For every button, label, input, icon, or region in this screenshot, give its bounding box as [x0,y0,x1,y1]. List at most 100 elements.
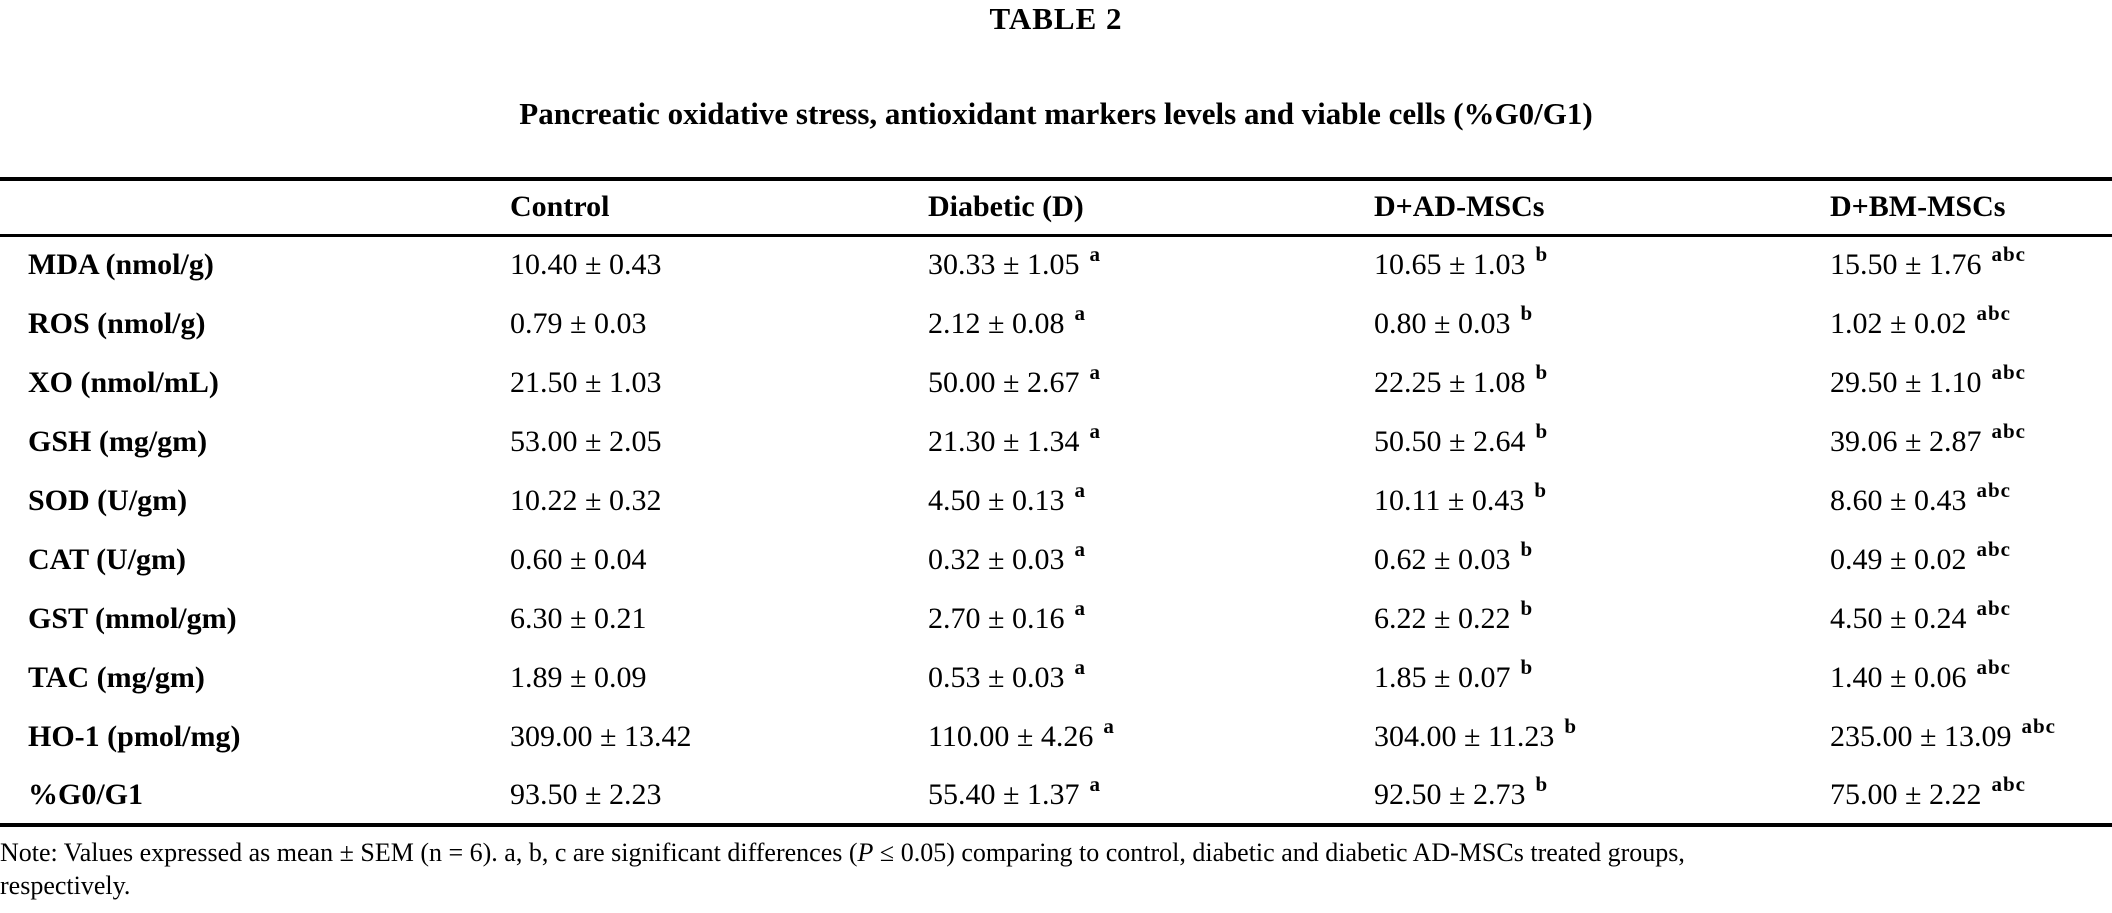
significance-superscript: abc [1976,300,2011,325]
footnote-text-part1: Note: Values expressed as mean ± SEM (n … [0,838,858,867]
significance-superscript: abc [1991,418,2026,443]
header-cell-ad-mscs: D+AD-MSCs [1374,190,1545,224]
cell-value: 10.65 ± 1.03 b [1374,242,1549,282]
cell-value: 0.53 ± 0.03 a [928,654,1086,694]
table-row: ROS (nmol/g) 0.79 ± 0.03 2.12 ± 0.08 a 0.… [0,294,2112,353]
table-footnote: Note: Values expressed as mean ± SEM (n … [0,836,2112,902]
cell-value: 8.60 ± 0.43 abc [1830,477,2011,517]
cell-value: 1.40 ± 0.06 abc [1830,654,2011,694]
significance-superscript: abc [1991,242,2026,267]
table-row: HO-1 (pmol/mg) 309.00 ± 13.42 110.00 ± 4… [0,707,2112,766]
significance-superscript: b [1535,359,1549,384]
cell-value: 1.89 ± 0.09 [510,660,647,694]
row-label: TAC (mg/gm) [28,660,205,694]
cell-value: 0.49 ± 0.02 abc [1830,536,2011,576]
table-row: TAC (mg/gm) 1.89 ± 0.09 0.53 ± 0.03 a 1.8… [0,648,2112,707]
row-label: ROS (nmol/g) [28,306,206,340]
table-row: CAT (U/gm) 0.60 ± 0.04 0.32 ± 0.03 a 0.62… [0,530,2112,589]
cell-value: 29.50 ± 1.10 abc [1830,359,2026,399]
cell-value: 30.33 ± 1.05 a [928,242,1101,282]
table-row: %G0/G1 93.50 ± 2.23 55.40 ± 1.37 a 92.50 … [0,766,2112,825]
significance-superscript: abc [1976,477,2011,502]
significance-superscript: abc [1991,359,2026,384]
cell-value: 0.32 ± 0.03 a [928,536,1086,576]
row-label: HO-1 (pmol/mg) [28,719,241,753]
cell-value: 304.00 ± 11.23 b [1374,713,1578,753]
significance-superscript: a [1074,536,1086,561]
cell-value: 10.11 ± 0.43 b [1374,477,1548,517]
row-label: SOD (U/gm) [28,483,188,517]
row-label: XO (nmol/mL) [28,365,219,399]
cell-value: 50.50 ± 2.64 b [1374,418,1549,458]
cell-value: 92.50 ± 2.73 b [1374,771,1549,811]
significance-superscript: abc [2021,713,2056,738]
significance-superscript: a [1089,771,1101,796]
table-number-title: TABLE 2 [989,1,1123,36]
significance-superscript: b [1535,418,1549,443]
cell-value: 93.50 ± 2.23 [510,777,662,811]
cell-value: 0.60 ± 0.04 [510,542,647,576]
row-label: CAT (U/gm) [28,542,187,576]
cell-value: 235.00 ± 13.09 abc [1830,713,2056,753]
significance-superscript: b [1520,300,1534,325]
table-caption: Pancreatic oxidative stress, antioxidant… [519,96,1593,131]
cell-value: 10.40 ± 0.43 [510,248,662,282]
cell-value: 53.00 ± 2.05 [510,424,662,458]
header-cell-bm-mscs: D+BM-MSCs [1830,190,2006,224]
cell-value: 6.22 ± 0.22 b [1374,595,1534,635]
significance-superscript: a [1089,359,1101,384]
significance-superscript: abc [1991,771,2026,796]
table-row: SOD (U/gm) 10.22 ± 0.32 4.50 ± 0.13 a 10.… [0,471,2112,530]
table-row: GSH (mg/gm) 53.00 ± 2.05 21.30 ± 1.34 a 5… [0,412,2112,471]
cell-value: 4.50 ± 0.13 a [928,477,1086,517]
table-header: Control Diabetic (D) D+AD-MSCs D+BM-MSCs [0,179,2112,235]
significance-superscript: b [1535,242,1549,267]
cell-value: 21.50 ± 1.03 [510,365,662,399]
cell-value: 15.50 ± 1.76 abc [1830,242,2026,282]
significance-superscript: abc [1976,536,2011,561]
cell-value: 2.70 ± 0.16 a [928,595,1086,635]
cell-value: 2.12 ± 0.08 a [928,300,1086,340]
data-table: Control Diabetic (D) D+AD-MSCs D+BM-MSCs… [0,177,2112,827]
significance-superscript: a [1103,713,1115,738]
row-label: GST (mmol/gm) [28,601,237,635]
significance-superscript: b [1535,771,1549,796]
significance-superscript: a [1074,477,1086,502]
significance-superscript: a [1089,242,1101,267]
footnote-text-line2: respectively. [0,871,131,900]
cell-value: 0.62 ± 0.03 b [1374,536,1534,576]
significance-superscript: a [1074,300,1086,325]
significance-superscript: a [1074,654,1086,679]
significance-superscript: a [1089,418,1101,443]
significance-superscript: b [1520,654,1534,679]
cell-value: 0.79 ± 0.03 [510,306,647,340]
row-label: GSH (mg/gm) [28,424,208,458]
significance-superscript: b [1534,477,1548,502]
cell-value: 10.22 ± 0.32 [510,483,662,517]
cell-value: 6.30 ± 0.21 [510,601,647,635]
cell-value: 110.00 ± 4.26 a [928,713,1115,753]
significance-superscript: abc [1976,654,2011,679]
table-row: GST (mmol/gm) 6.30 ± 0.21 2.70 ± 0.16 a 6… [0,589,2112,648]
cell-value: 21.30 ± 1.34 a [928,418,1101,458]
table-body: MDA (nmol/g) 10.40 ± 0.43 30.33 ± 1.05 a … [0,235,2112,825]
significance-superscript: b [1520,595,1534,620]
significance-superscript: abc [1976,595,2011,620]
header-row: Control Diabetic (D) D+AD-MSCs D+BM-MSCs [0,179,2112,235]
footnote-p-symbol: P [857,838,874,867]
significance-superscript: b [1564,713,1578,738]
row-label: %G0/G1 [28,777,144,811]
cell-value: 0.80 ± 0.03 b [1374,300,1534,340]
cell-value: 309.00 ± 13.42 [510,719,692,753]
cell-value: 1.85 ± 0.07 b [1374,654,1534,694]
table-row: XO (nmol/mL) 21.50 ± 1.03 50.00 ± 2.67 a … [0,353,2112,412]
footnote-text-part2: ≤ 0.05) comparing to control, diabetic a… [873,838,1685,867]
row-label: MDA (nmol/g) [28,248,214,282]
cell-value: 39.06 ± 2.87 abc [1830,418,2026,458]
significance-superscript: a [1074,595,1086,620]
table-row: MDA (nmol/g) 10.40 ± 0.43 30.33 ± 1.05 a … [0,235,2112,294]
significance-superscript: b [1520,536,1534,561]
header-cell-diabetic: Diabetic (D) [928,190,1084,224]
cell-value: 4.50 ± 0.24 abc [1830,595,2011,635]
header-cell-control: Control [510,190,610,224]
